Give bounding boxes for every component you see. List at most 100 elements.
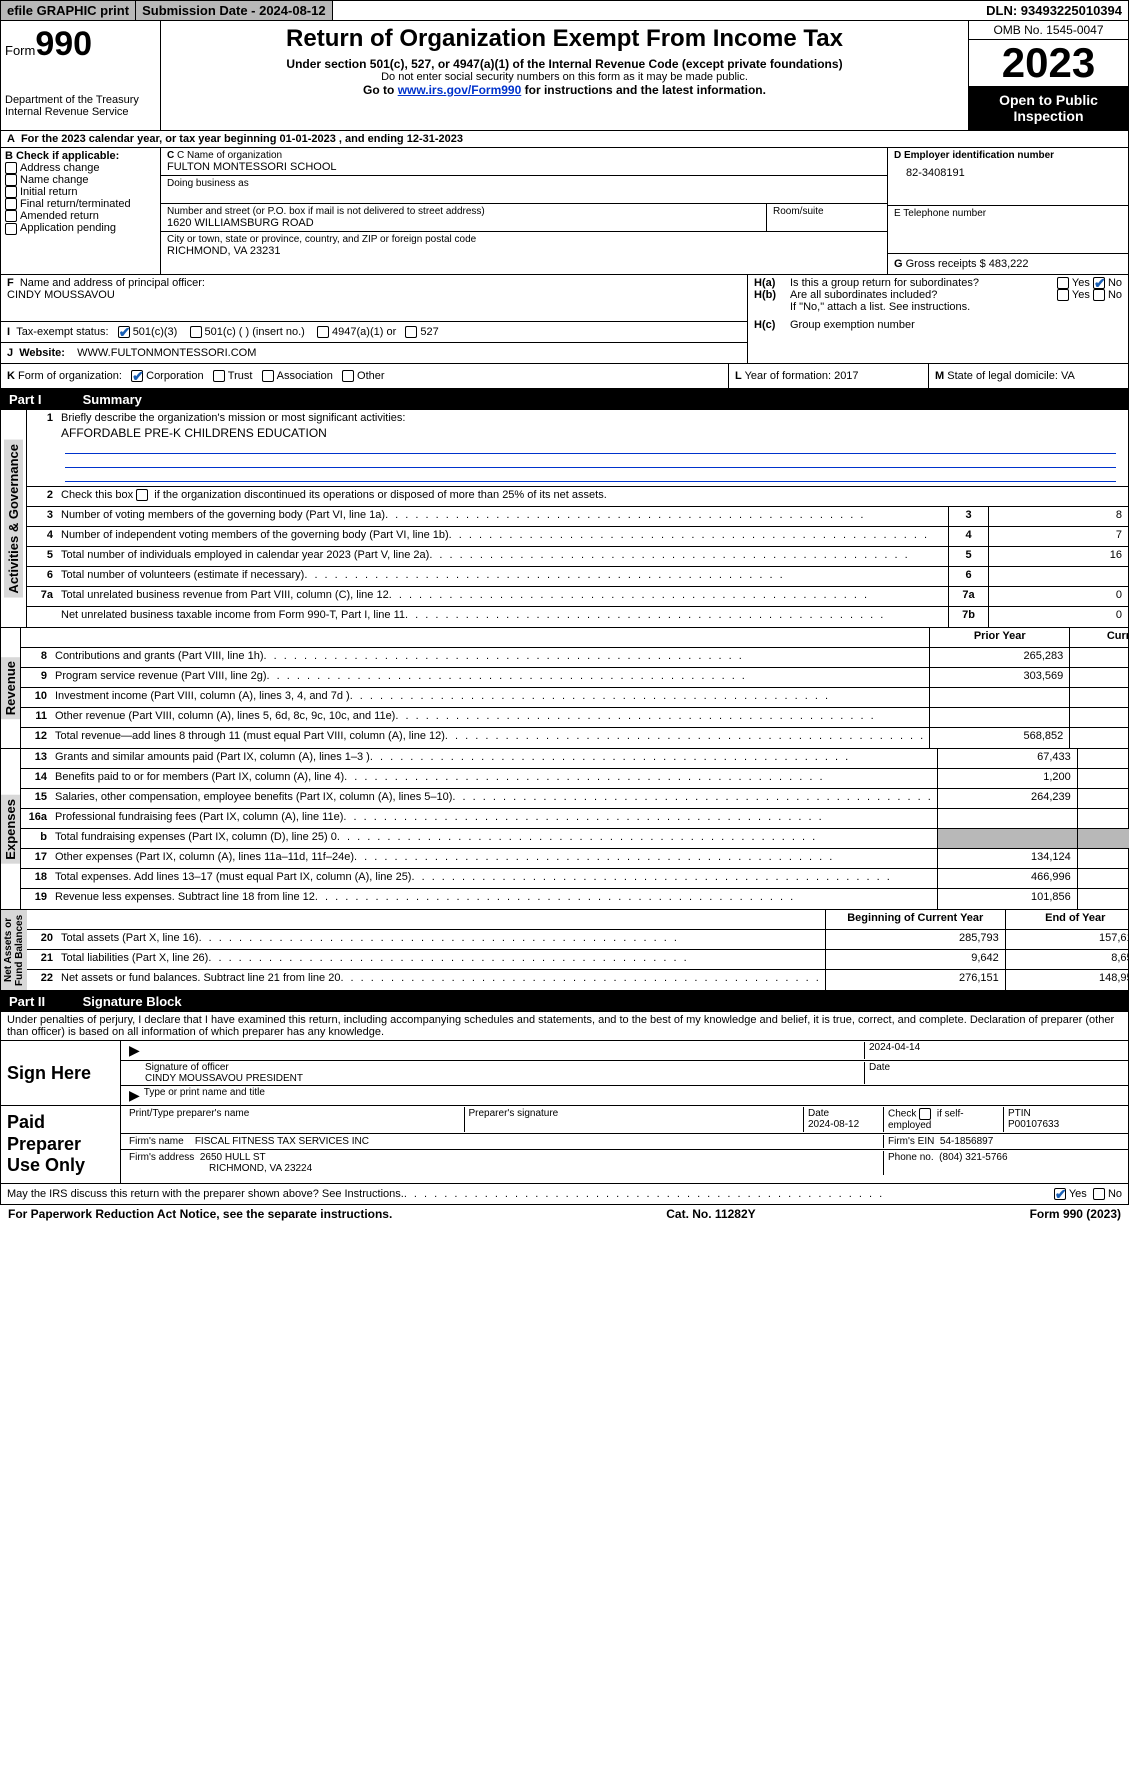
top-bar: efile GRAPHIC print Submission Date - 20… [0, 0, 1129, 21]
sum-row: 16a Professional fundraising fees (Part … [21, 809, 1129, 829]
department-label: Department of the Treasury Internal Reve… [5, 94, 156, 118]
check-amended[interactable]: Amended return [5, 210, 156, 222]
box-l: L Year of formation: 2017 [728, 364, 928, 388]
sum-row: 19 Revenue less expenses. Subtract line … [21, 889, 1129, 909]
check-discontinued[interactable] [136, 489, 148, 501]
firm-addr2: RICHMOND, VA 23224 [209, 1163, 312, 1174]
box-c-name: C C Name of organization FULTON MONTESSO… [161, 148, 887, 176]
box-h: H(a) Is this a group return for subordin… [748, 275, 1128, 363]
box-m: M State of legal domicile: VA [928, 364, 1128, 388]
efile-label: efile GRAPHIC print [1, 1, 136, 20]
box-k: K Form of organization: Corporation Trus… [1, 364, 728, 388]
firm-ein: 54-1856897 [940, 1136, 993, 1147]
sum-netassets: Net Assets or Fund Balances Beginning of… [0, 910, 1129, 991]
sum-row: 9 Program service revenue (Part VIII, li… [21, 668, 1129, 688]
sum-row: 17 Other expenses (Part IX, column (A), … [21, 849, 1129, 869]
form-title: Return of Organization Exempt From Incom… [165, 25, 964, 53]
check-trust[interactable] [213, 370, 225, 382]
discuss-no[interactable] [1093, 1188, 1105, 1200]
check-assoc[interactable] [262, 370, 274, 382]
box-c-dba: Doing business as [161, 176, 887, 204]
open-inspection: Open to Public Inspection [969, 86, 1128, 130]
sum-row: 20 Total assets (Part X, line 16) 285,79… [27, 930, 1129, 950]
ha-no[interactable] [1093, 277, 1105, 289]
hb-yes[interactable] [1057, 289, 1069, 301]
check-other[interactable] [342, 370, 354, 382]
sum-expenses: Expenses 13 Grants and similar amounts p… [0, 749, 1129, 910]
check-initial[interactable]: Initial return [5, 186, 156, 198]
ha-yes[interactable] [1057, 277, 1069, 289]
box-d: D Employer identification number 82-3408… [888, 148, 1128, 206]
hb-no[interactable] [1093, 289, 1105, 301]
check-final[interactable]: Final return/terminated [5, 198, 156, 210]
submission-date: Submission Date - 2024-08-12 [136, 1, 333, 20]
box-c-room: Room/suite [767, 204, 887, 231]
page-footer: For Paperwork Reduction Act Notice, see … [0, 1205, 1129, 1223]
sign-here-block: Sign Here ▶ 2024-04-14 Signature of offi… [0, 1041, 1129, 1106]
box-g: G Gross receipts $ 483,222 [888, 254, 1128, 274]
box-c-address: Number and street (or P.O. box if mail i… [161, 204, 767, 231]
prep-date: 2024-08-12 [808, 1119, 859, 1130]
website-value: WWW.FULTONMONTESSORI.COM [77, 347, 256, 359]
mission-text: AFFORDABLE PRE-K CHILDRENS EDUCATION [61, 426, 1120, 440]
form-subtitle-2: Do not enter social security numbers on … [165, 71, 964, 83]
arrow-icon: ▶ [125, 1087, 144, 1104]
form-subtitle-1: Under section 501(c), 527, or 4947(a)(1)… [165, 57, 964, 71]
rev-header: Prior Year Current Year [21, 628, 1129, 648]
part2-header: Part II Signature Block [0, 991, 1129, 1012]
box-b: B Check if applicable: Address change Na… [1, 148, 161, 274]
line-1: 1 Briefly describe the organization's mi… [27, 410, 1128, 487]
dln: DLN: 93493225010394 [980, 1, 1128, 20]
sum-row: 12 Total revenue—add lines 8 through 11 … [21, 728, 1129, 748]
sum-row: 7a Total unrelated business revenue from… [27, 587, 1128, 607]
sum-row: 6 Total number of volunteers (estimate i… [27, 567, 1128, 587]
line-2: 2 Check this box if the organization dis… [27, 487, 1128, 507]
check-pending[interactable]: Application pending [5, 222, 156, 234]
sum-row: 21 Total liabilities (Part X, line 26) 9… [27, 950, 1129, 970]
paid-preparer-block: Paid Preparer Use Only Print/Type prepar… [0, 1106, 1129, 1184]
sum-row: 18 Total expenses. Add lines 13–17 (must… [21, 869, 1129, 889]
check-corp[interactable] [131, 370, 143, 382]
sum-row: 8 Contributions and grants (Part VIII, l… [21, 648, 1129, 668]
sum-revenue: Revenue Prior Year Current Year 8 Contri… [0, 628, 1129, 749]
check-501c[interactable] [190, 326, 202, 338]
omb-number: OMB No. 1545-0047 [969, 21, 1128, 40]
tax-year: 2023 [969, 40, 1128, 86]
check-name[interactable]: Name change [5, 174, 156, 186]
sum-row: 4 Number of independent voting members o… [27, 527, 1128, 547]
sign-date: 2024-04-14 [864, 1042, 1124, 1059]
row-a-period: AFor the 2023 calendar year, or tax year… [0, 131, 1129, 148]
row-f-h: F Name and address of principal officer:… [0, 275, 1129, 364]
sum-row: 5 Total number of individuals employed i… [27, 547, 1128, 567]
box-f: F Name and address of principal officer:… [1, 275, 748, 363]
perjury-text: Under penalties of perjury, I declare th… [0, 1012, 1129, 1041]
form-header: Form990 Department of the Treasury Inter… [0, 21, 1129, 131]
sum-activities: Activities & Governance 1 Briefly descri… [0, 410, 1129, 628]
part1-header: Part I Summary [0, 389, 1129, 410]
sum-row: 10 Investment income (Part VIII, column … [21, 688, 1129, 708]
firm-phone: (804) 321-5766 [939, 1152, 1007, 1163]
sum-row: 13 Grants and similar amounts paid (Part… [21, 749, 1129, 769]
check-self-emp[interactable] [919, 1108, 931, 1120]
check-address[interactable]: Address change [5, 162, 156, 174]
form-number: Form990 [5, 25, 156, 64]
sum-row: 11 Other revenue (Part VIII, column (A),… [21, 708, 1129, 728]
officer-name: CINDY MOUSSAVOU PRESIDENT [145, 1073, 303, 1084]
discuss-yes[interactable] [1054, 1188, 1066, 1200]
na-header: Beginning of Current Year End of Year [27, 910, 1129, 930]
irs-link[interactable]: www.irs.gov/Form990 [398, 83, 522, 97]
sum-row: b Total fundraising expenses (Part IX, c… [21, 829, 1129, 849]
check-501c3[interactable] [118, 326, 130, 338]
info-block: B Check if applicable: Address change Na… [0, 148, 1129, 275]
check-527[interactable] [405, 326, 417, 338]
sum-row: 22 Net assets or fund balances. Subtract… [27, 970, 1129, 990]
check-4947[interactable] [317, 326, 329, 338]
ptin-value: P00107633 [1008, 1119, 1059, 1130]
sum-row: 14 Benefits paid to or for members (Part… [21, 769, 1129, 789]
sum-row: 3 Number of voting members of the govern… [27, 507, 1128, 527]
form-subtitle-3: Go to www.irs.gov/Form990 for instructio… [165, 83, 964, 97]
box-j: J Website: WWW.FULTONMONTESSORI.COM [1, 342, 747, 363]
box-i: I Tax-exempt status: 501(c)(3) 501(c) ( … [1, 321, 747, 342]
box-c-city: City or town, state or province, country… [161, 232, 887, 259]
row-klm: K Form of organization: Corporation Trus… [0, 364, 1129, 389]
